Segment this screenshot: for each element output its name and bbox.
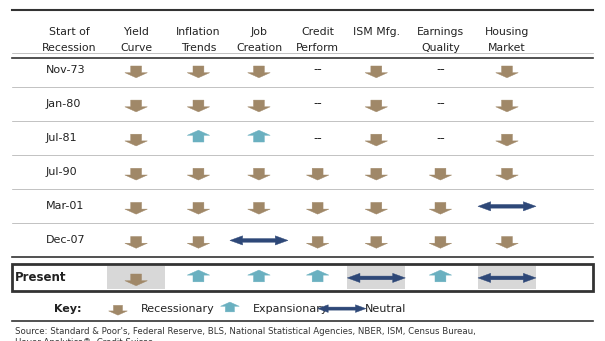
Polygon shape xyxy=(365,237,388,248)
Polygon shape xyxy=(247,270,270,282)
Polygon shape xyxy=(365,100,388,112)
Text: Jul-81: Jul-81 xyxy=(45,133,77,143)
Polygon shape xyxy=(365,134,388,146)
Text: Perform: Perform xyxy=(296,43,339,53)
Text: Trends: Trends xyxy=(181,43,216,53)
Polygon shape xyxy=(429,270,452,282)
Polygon shape xyxy=(230,236,288,245)
Text: Yield: Yield xyxy=(123,27,149,38)
Text: Earnings: Earnings xyxy=(417,27,464,38)
Polygon shape xyxy=(220,302,240,312)
Polygon shape xyxy=(429,203,452,214)
FancyBboxPatch shape xyxy=(347,266,405,289)
FancyBboxPatch shape xyxy=(107,266,165,289)
Polygon shape xyxy=(495,168,518,180)
Polygon shape xyxy=(125,274,148,286)
Polygon shape xyxy=(306,237,329,248)
Text: Curve: Curve xyxy=(120,43,152,53)
Polygon shape xyxy=(478,273,536,282)
Text: Jan-80: Jan-80 xyxy=(45,99,80,109)
Polygon shape xyxy=(125,168,148,180)
Text: --: -- xyxy=(313,132,322,145)
Polygon shape xyxy=(125,134,148,146)
Polygon shape xyxy=(247,66,270,78)
Polygon shape xyxy=(125,237,148,248)
Polygon shape xyxy=(247,168,270,180)
Text: --: -- xyxy=(313,63,322,76)
Text: --: -- xyxy=(313,98,322,110)
Polygon shape xyxy=(365,168,388,180)
Polygon shape xyxy=(306,270,329,282)
Polygon shape xyxy=(247,203,270,214)
FancyBboxPatch shape xyxy=(12,264,593,291)
Polygon shape xyxy=(125,100,148,112)
Text: Dec-07: Dec-07 xyxy=(45,235,85,246)
Text: Housing: Housing xyxy=(485,27,529,38)
Polygon shape xyxy=(247,130,270,142)
Text: Neutral: Neutral xyxy=(365,303,406,314)
Text: Quality: Quality xyxy=(421,43,460,53)
Text: Recession: Recession xyxy=(42,43,97,53)
Polygon shape xyxy=(187,100,210,112)
Text: ISM Mfg.: ISM Mfg. xyxy=(353,27,400,38)
Text: Start of: Start of xyxy=(49,27,90,38)
Polygon shape xyxy=(187,270,210,282)
Polygon shape xyxy=(187,237,210,248)
Text: Present: Present xyxy=(15,271,67,284)
Text: Credit: Credit xyxy=(301,27,334,38)
Text: --: -- xyxy=(436,63,445,76)
Polygon shape xyxy=(109,305,127,315)
FancyBboxPatch shape xyxy=(478,266,536,289)
Text: Key:: Key: xyxy=(54,303,82,314)
Text: Job: Job xyxy=(250,27,267,38)
Polygon shape xyxy=(347,273,405,282)
Polygon shape xyxy=(429,237,452,248)
Text: Jul-90: Jul-90 xyxy=(45,167,77,177)
Polygon shape xyxy=(429,168,452,180)
Polygon shape xyxy=(495,66,518,78)
Text: Source: Standard & Poor's, Federal Reserve, BLS, National Statistical Agencies, : Source: Standard & Poor's, Federal Reser… xyxy=(15,327,476,341)
Polygon shape xyxy=(187,168,210,180)
Text: --: -- xyxy=(436,132,445,145)
Polygon shape xyxy=(125,66,148,78)
Polygon shape xyxy=(306,168,329,180)
Polygon shape xyxy=(365,203,388,214)
Polygon shape xyxy=(365,66,388,78)
Polygon shape xyxy=(306,203,329,214)
Text: Expansionary: Expansionary xyxy=(253,303,329,314)
Text: Creation: Creation xyxy=(236,43,282,53)
Text: Mar-01: Mar-01 xyxy=(45,201,83,211)
Polygon shape xyxy=(478,202,536,211)
Polygon shape xyxy=(187,130,210,142)
Polygon shape xyxy=(247,100,270,112)
Polygon shape xyxy=(187,203,210,214)
Text: Nov-73: Nov-73 xyxy=(45,65,85,75)
Text: Market: Market xyxy=(488,43,526,53)
Text: Recessionary: Recessionary xyxy=(141,303,215,314)
Polygon shape xyxy=(495,237,518,248)
Text: --: -- xyxy=(436,98,445,110)
Polygon shape xyxy=(318,305,366,312)
Polygon shape xyxy=(495,100,518,112)
Polygon shape xyxy=(495,134,518,146)
Text: Inflation: Inflation xyxy=(176,27,221,38)
Polygon shape xyxy=(125,203,148,214)
Polygon shape xyxy=(187,66,210,78)
